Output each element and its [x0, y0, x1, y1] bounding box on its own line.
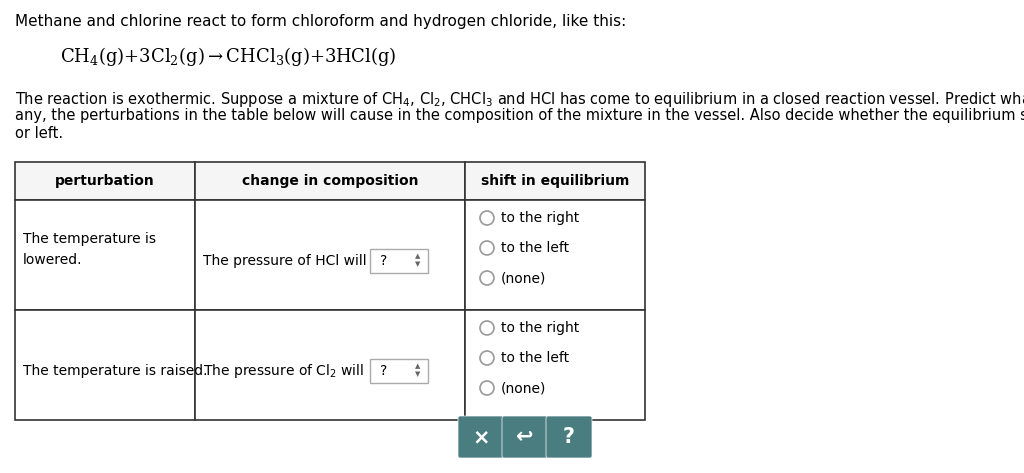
Text: The temperature is
lowered.: The temperature is lowered. [23, 232, 156, 267]
Text: ?: ? [380, 363, 387, 377]
FancyBboxPatch shape [546, 416, 592, 458]
Circle shape [480, 211, 494, 225]
Bar [195, 200, 465, 310]
Text: to the left: to the left [501, 241, 569, 255]
Text: to the right: to the right [501, 211, 580, 225]
Text: change in composition: change in composition [242, 174, 418, 188]
Bar [195, 162, 465, 200]
Bar [195, 310, 465, 420]
Bar [465, 162, 645, 200]
Bar [370, 248, 428, 272]
Circle shape [480, 381, 494, 395]
Text: ↩: ↩ [516, 427, 534, 447]
Bar [15, 310, 195, 420]
Circle shape [480, 351, 494, 365]
Text: ▼: ▼ [416, 262, 421, 268]
Text: or left.: or left. [15, 126, 63, 141]
Text: any, the perturbations in the table below will cause in the composition of the m: any, the perturbations in the table belo… [15, 108, 1024, 123]
FancyBboxPatch shape [458, 416, 504, 458]
Text: ▲: ▲ [416, 363, 421, 369]
Text: to the left: to the left [501, 351, 569, 365]
Text: (none): (none) [501, 381, 547, 395]
Text: to the right: to the right [501, 321, 580, 335]
FancyBboxPatch shape [502, 416, 548, 458]
Text: ×: × [472, 427, 489, 447]
Text: The pressure of HCl will: The pressure of HCl will [203, 254, 367, 268]
Text: ?: ? [563, 427, 575, 447]
Text: Methane and chlorine react to form chloroform and hydrogen chloride, like this:: Methane and chlorine react to form chlor… [15, 14, 627, 29]
Text: The reaction is exothermic. Suppose a mixture of CH$_4$, Cl$_2$, CHCl$_3$ and HC: The reaction is exothermic. Suppose a mi… [15, 90, 1024, 109]
Circle shape [480, 271, 494, 285]
Text: ▲: ▲ [416, 254, 421, 260]
Bar [15, 200, 195, 310]
Text: The temperature is raised.: The temperature is raised. [23, 363, 208, 377]
Text: ?: ? [380, 254, 387, 268]
Text: perturbation: perturbation [55, 174, 155, 188]
Text: ▼: ▼ [416, 371, 421, 377]
Bar [465, 310, 645, 420]
Text: (none): (none) [501, 271, 547, 285]
Bar [465, 200, 645, 310]
Circle shape [480, 241, 494, 255]
Text: The pressure of Cl$_2$ will: The pressure of Cl$_2$ will [203, 361, 365, 379]
Text: CH$_4$(g)+3Cl$_2$(g)$\rightarrow$CHCl$_3$(g)+3HCl(g): CH$_4$(g)+3Cl$_2$(g)$\rightarrow$CHCl$_3… [60, 45, 396, 68]
Bar [370, 359, 428, 383]
Bar [15, 162, 195, 200]
Text: shift in equilibrium: shift in equilibrium [481, 174, 629, 188]
Circle shape [480, 321, 494, 335]
